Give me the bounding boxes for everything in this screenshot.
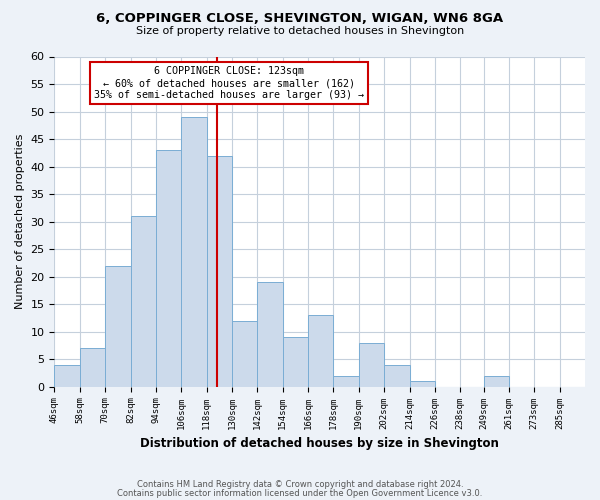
Bar — [232, 320, 257, 386]
Bar — [308, 315, 334, 386]
Bar — [283, 337, 308, 386]
Y-axis label: Number of detached properties: Number of detached properties — [15, 134, 25, 310]
Bar — [257, 282, 283, 387]
Bar — [410, 381, 435, 386]
Bar — [181, 117, 206, 386]
Text: Contains public sector information licensed under the Open Government Licence v3: Contains public sector information licen… — [118, 490, 482, 498]
Bar — [484, 376, 509, 386]
Bar — [334, 376, 359, 386]
Text: Contains HM Land Registry data © Crown copyright and database right 2024.: Contains HM Land Registry data © Crown c… — [137, 480, 463, 489]
Text: Size of property relative to detached houses in Shevington: Size of property relative to detached ho… — [136, 26, 464, 36]
Text: 6, COPPINGER CLOSE, SHEVINGTON, WIGAN, WN6 8GA: 6, COPPINGER CLOSE, SHEVINGTON, WIGAN, W… — [97, 12, 503, 26]
Bar — [131, 216, 156, 386]
Bar — [206, 156, 232, 386]
Text: 6 COPPINGER CLOSE: 123sqm
← 60% of detached houses are smaller (162)
35% of semi: 6 COPPINGER CLOSE: 123sqm ← 60% of detac… — [94, 66, 364, 100]
Bar — [384, 364, 410, 386]
Bar — [359, 342, 384, 386]
X-axis label: Distribution of detached houses by size in Shevington: Distribution of detached houses by size … — [140, 437, 499, 450]
Bar — [55, 364, 80, 386]
Bar — [156, 150, 181, 386]
Bar — [80, 348, 105, 387]
Bar — [105, 266, 131, 386]
